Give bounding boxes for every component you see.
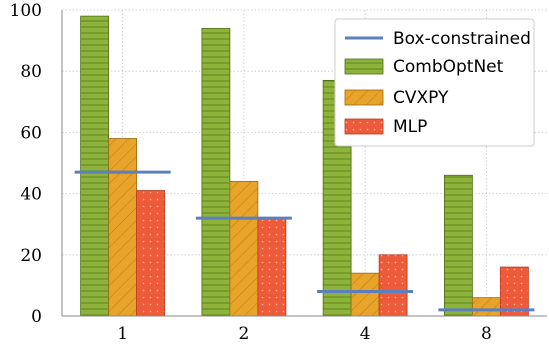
legend-box	[334, 18, 535, 147]
bar-mlp-1	[136, 190, 166, 317]
legend-label-box-constrained: Box-constrained	[393, 29, 531, 49]
bar-comboptnet-2	[201, 27, 231, 317]
y-tick-label-60: 60	[20, 123, 42, 143]
x-tick-label-8: 8	[481, 324, 492, 344]
legend-swatch-mlp	[344, 118, 384, 135]
y-tick-label-20: 20	[20, 246, 42, 266]
x-tick-label-4: 4	[360, 324, 371, 344]
bar-comboptnet-1	[80, 15, 110, 317]
bar-mlp-4	[378, 254, 408, 317]
bar-cvxpy-2	[229, 180, 259, 317]
legend-label-cvxpy: CVXPY	[393, 88, 449, 108]
tick-labels: 0 20 40 60 80 100 1 2 4 8	[10, 1, 492, 344]
y-tick-label-100: 100	[10, 1, 42, 21]
y-tick-label-0: 0	[31, 307, 42, 327]
bar-cvxpy-1	[108, 138, 138, 317]
x-tick-label-1: 1	[117, 324, 128, 344]
bar-cvxpy-4	[350, 272, 380, 317]
x-tick-label-2: 2	[238, 324, 249, 344]
bar-mlp-2	[257, 217, 287, 317]
bar-mlp-8	[499, 266, 529, 317]
y-tick-label-40: 40	[20, 185, 42, 205]
legend-swatch-comboptnet	[344, 58, 384, 75]
legend: Box-constrained CombOptNet CVXPY MLP	[334, 18, 535, 147]
axes	[61, 10, 547, 317]
legend-swatch-cvxpy	[344, 89, 384, 106]
y-tick-label-80: 80	[20, 62, 42, 82]
reference-lines	[74, 170, 535, 312]
legend-label-mlp: MLP	[393, 117, 427, 137]
bar-cvxpy-8	[471, 297, 501, 317]
bar-comboptnet-8	[443, 174, 473, 317]
legend-label-comboptnet: CombOptNet	[393, 57, 504, 77]
